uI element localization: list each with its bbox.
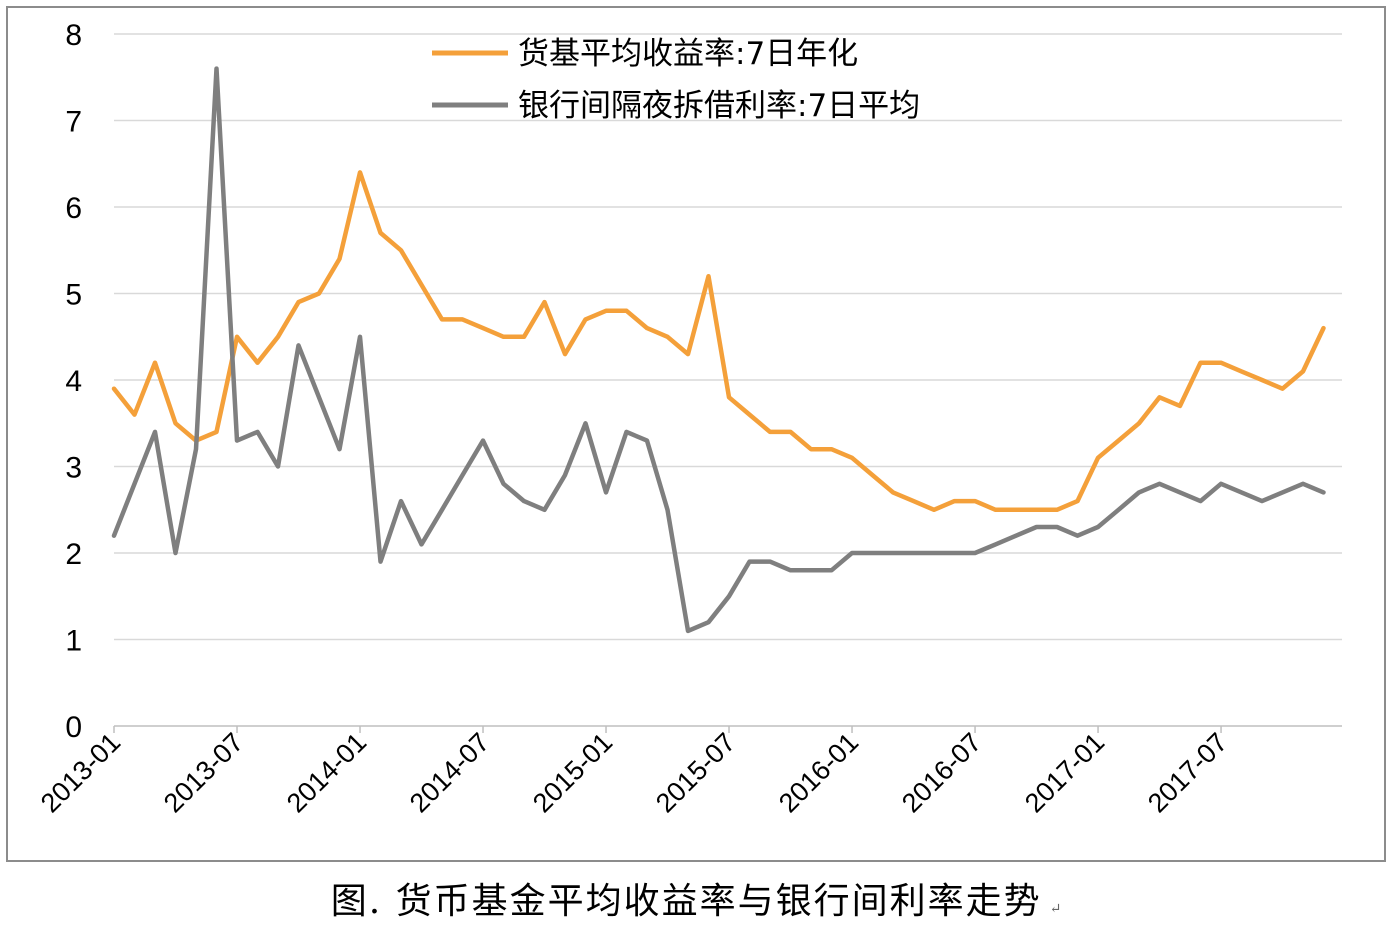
x-tick-label: 2015-07 — [650, 727, 741, 818]
paragraph-mark-icon: ↵ — [1049, 901, 1064, 917]
y-tick-label: 1 — [65, 625, 82, 658]
x-tick-label: 2014-07 — [404, 727, 495, 818]
x-tick-label: 2017-07 — [1142, 727, 1233, 818]
gridlines — [114, 33, 1342, 641]
y-tick-label: 3 — [65, 452, 82, 485]
chart-frame: 0 1 2 3 4 5 6 7 8 2013-01 2013-07 2014-01 2014-07 201… — [6, 6, 1386, 862]
series-line-2 — [111, 66, 1326, 634]
legend-label-2: 银行间隔夜拆借利率:7日平均 — [518, 88, 920, 124]
x-tick-label: 2017-01 — [1019, 727, 1110, 818]
y-tick-label: 7 — [65, 106, 82, 139]
x-tick-label: 2015-01 — [527, 727, 618, 818]
x-tick-label: 2013-07 — [158, 727, 249, 818]
y-tick-label: 8 — [65, 19, 82, 52]
legend-label-1: 货基平均收益率:7日年化 — [518, 36, 858, 72]
series-lines — [111, 66, 1326, 634]
y-tick-label: 5 — [65, 279, 82, 312]
y-tick-label: 2 — [65, 538, 82, 571]
y-tick-label: 6 — [65, 192, 82, 225]
x-tick-label: 2016-07 — [896, 727, 987, 818]
x-tick-label: 2014-01 — [281, 727, 372, 818]
figure-caption: 图. 货币基金平均收益率与银行间利率走势 ↵ — [0, 872, 1394, 924]
y-tick-label: 0 — [65, 711, 82, 744]
series-line-1 — [111, 170, 1326, 513]
y-tick-label: 4 — [65, 365, 82, 398]
x-tick-label: 2016-01 — [773, 727, 864, 818]
caption-text: 图. 货币基金平均收益率与银行间利率走势 — [330, 881, 1042, 922]
